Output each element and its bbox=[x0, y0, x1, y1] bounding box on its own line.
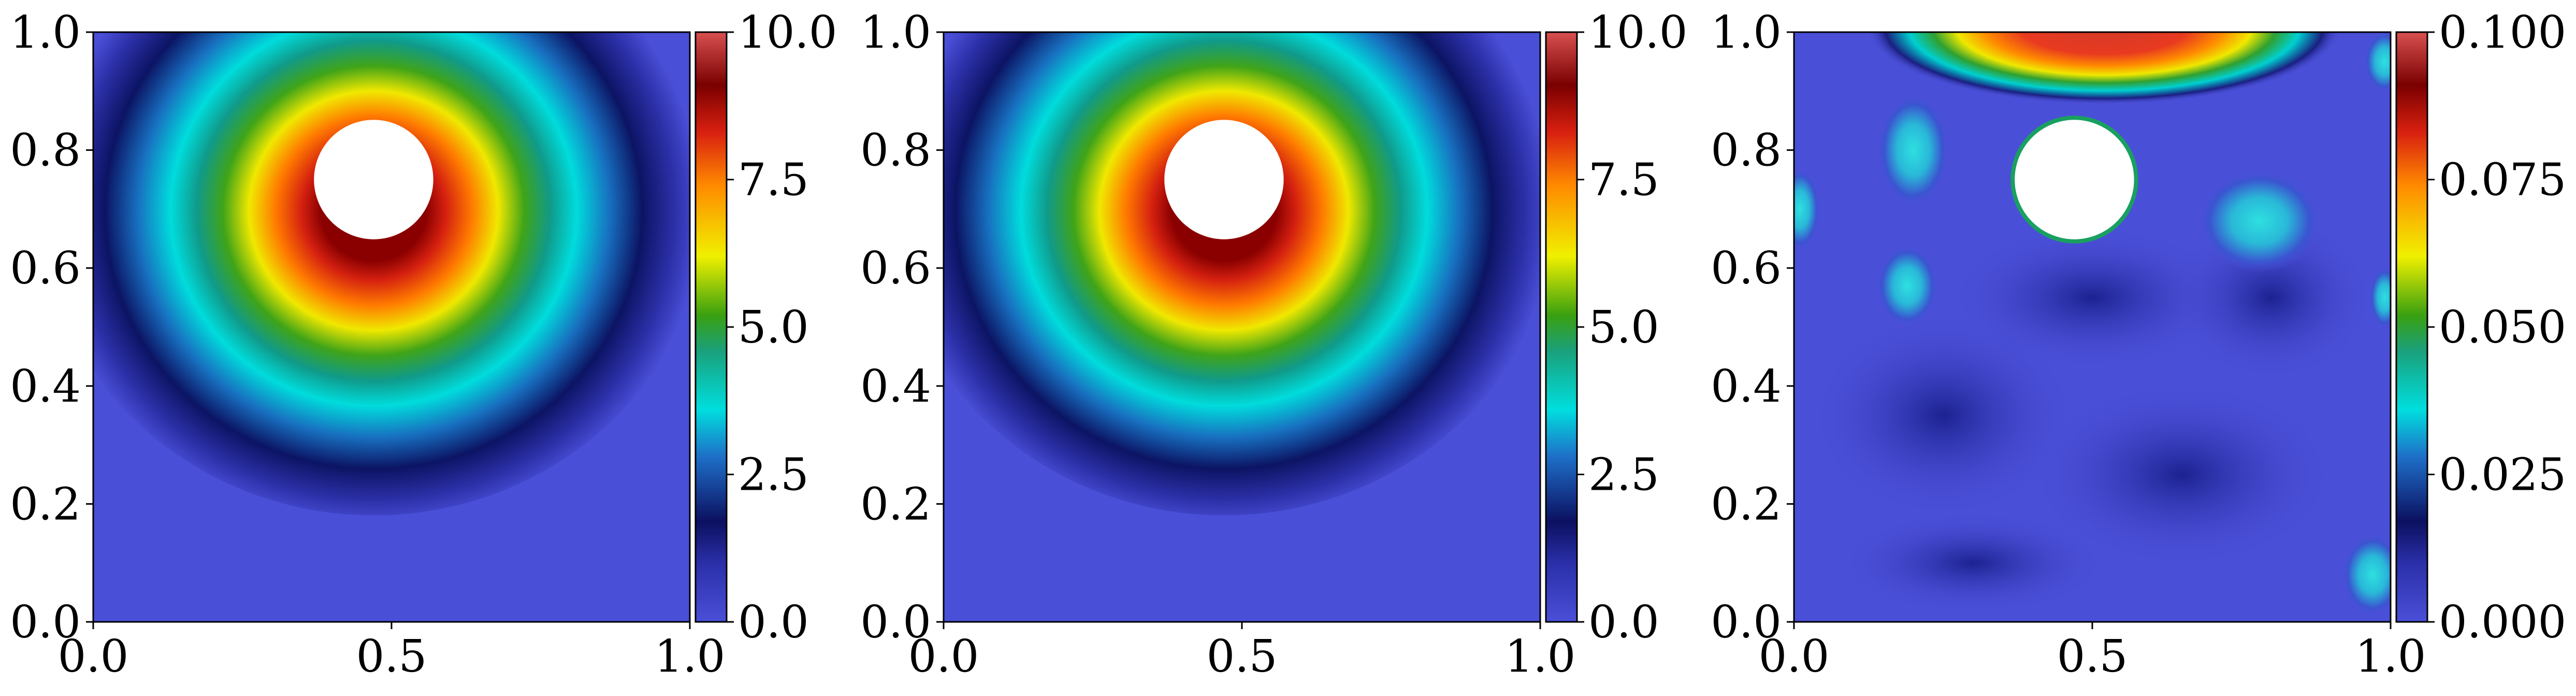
error-band-top bbox=[1866, 32, 2342, 105]
y-tick-label: 0.2 bbox=[10, 478, 81, 530]
error-patch bbox=[1838, 511, 2108, 615]
y-tick-label: 1.0 bbox=[10, 7, 81, 59]
colorbar: 0.0 2.5 5.0 7.5 10.0 bbox=[1545, 7, 1687, 648]
x-tick-label: 1.0 bbox=[2355, 631, 2426, 683]
y-tick-label: 0.4 bbox=[10, 361, 81, 413]
field-ring bbox=[93, 32, 690, 516]
error-blob bbox=[2197, 169, 2322, 273]
x-tick-label: 0.0 bbox=[908, 631, 979, 683]
colorbar-tick-label: 7.5 bbox=[1588, 154, 1659, 206]
heatmap-field bbox=[1794, 32, 2391, 622]
y-tick-label: 0.0 bbox=[1711, 596, 1782, 648]
error-blob bbox=[2341, 533, 2391, 616]
y-tick-label: 0.6 bbox=[1711, 243, 1782, 294]
y-tick-label: 0.2 bbox=[860, 478, 931, 530]
obstacle-circle bbox=[314, 120, 433, 239]
y-tick-label: 0.4 bbox=[860, 361, 931, 413]
x-tick-label: 0.0 bbox=[1759, 631, 1830, 683]
colorbar-tick-label: 0.100 bbox=[2439, 7, 2566, 59]
y-tick-label: 0.0 bbox=[860, 596, 931, 648]
colorbar-tick-label: 10.0 bbox=[738, 7, 837, 59]
error-patch bbox=[1808, 311, 2078, 519]
colorbar-tick-label: 0.050 bbox=[2439, 302, 2566, 353]
heatmap-field bbox=[944, 32, 1540, 622]
error-blob bbox=[1877, 93, 1950, 207]
panel-3: 0.0 0.5 1.00.00.20.40.60.81.00.0000.0250.0… bbox=[1711, 7, 2566, 683]
colorbar-tick-label: 0.000 bbox=[2439, 596, 2566, 648]
error-blob bbox=[1876, 244, 1938, 328]
colorbar-tick-label: 5.0 bbox=[738, 302, 809, 353]
field-ring bbox=[944, 32, 1540, 516]
y-tick-label: 1.0 bbox=[860, 7, 931, 59]
y-tick-label: 0.2 bbox=[1711, 478, 1782, 530]
error-blob bbox=[2364, 32, 2391, 93]
colorbar-tick-label: 2.5 bbox=[1588, 449, 1659, 501]
y-tick-label: 0.6 bbox=[10, 243, 81, 294]
x-tick-label: 1.0 bbox=[655, 631, 726, 683]
colorbar-tick-label: 2.5 bbox=[738, 449, 809, 501]
colorbar-tick-label: 0.025 bbox=[2439, 449, 2566, 501]
y-tick-label: 0.4 bbox=[1711, 361, 1782, 413]
y-tick-label: 1.0 bbox=[1711, 7, 1782, 59]
y-tick-label: 0.8 bbox=[860, 125, 931, 177]
error-patch bbox=[2026, 381, 2337, 568]
y-tick-label: 0.8 bbox=[10, 125, 81, 177]
panel-2: 0.0 0.5 1.00.00.20.40.60.81.00.02.55.07.51… bbox=[860, 7, 1687, 683]
obstacle-circle bbox=[1164, 120, 1284, 239]
error-blob bbox=[1794, 167, 1821, 251]
colorbar: 0.0 2.5 5.0 7.5 10.0 bbox=[694, 7, 837, 648]
y-tick-label: 0.0 bbox=[10, 596, 81, 648]
colorbar-gradient bbox=[694, 31, 728, 623]
colorbar-tick-label: 7.5 bbox=[738, 154, 809, 206]
obstacle-circle bbox=[2015, 120, 2134, 239]
x-tick-label: 0.0 bbox=[58, 631, 129, 683]
colorbar-tick-label: 0.075 bbox=[2439, 154, 2566, 206]
x-tick-label: 0.5 bbox=[2057, 631, 2128, 683]
x-tick-label: 0.5 bbox=[1207, 631, 1278, 683]
colorbar-tick-label: 10.0 bbox=[1588, 7, 1687, 59]
colorbar-tick-label: 0.0 bbox=[738, 596, 809, 648]
heatmap-field bbox=[93, 32, 690, 622]
panel-1: 0.0 0.5 1.00.00.20.40.60.81.00.02.55.07.51… bbox=[10, 7, 837, 683]
colorbar-tick-label: 0.0 bbox=[1588, 596, 1659, 648]
colorbar-tick-label: 5.0 bbox=[1588, 302, 1659, 353]
y-tick-label: 0.8 bbox=[1711, 125, 1782, 177]
y-tick-label: 0.6 bbox=[860, 243, 931, 294]
x-tick-label: 1.0 bbox=[1505, 631, 1576, 683]
x-tick-label: 0.5 bbox=[356, 631, 427, 683]
error-blob bbox=[2369, 266, 2391, 329]
error-patch bbox=[1947, 225, 2237, 371]
colorbar-gradient bbox=[1545, 31, 1578, 623]
colorbar-gradient bbox=[2395, 31, 2428, 623]
colorbar: 0.000 0.025 0.050 0.075 0.100 bbox=[2395, 7, 2566, 648]
